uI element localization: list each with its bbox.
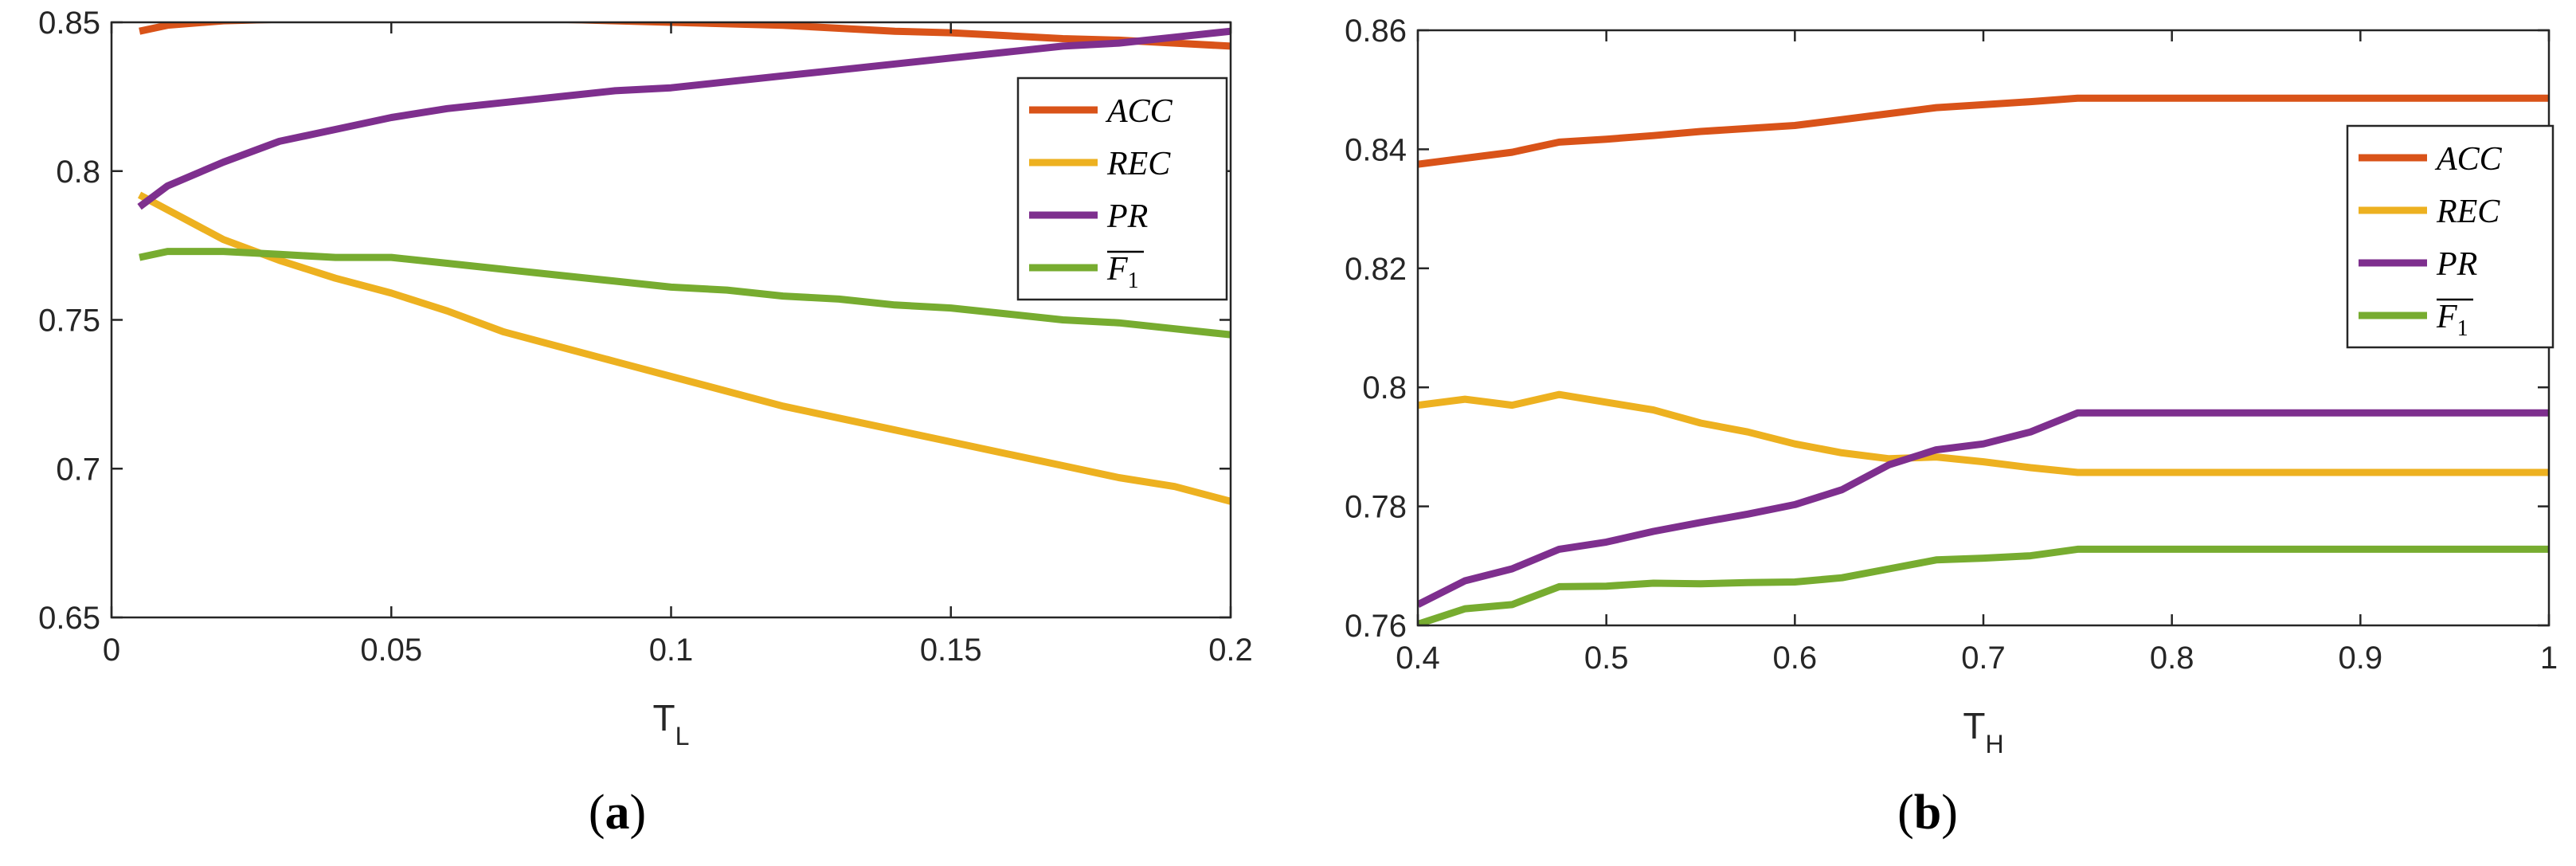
series-line-rec [137, 191, 1231, 505]
legend-label-main: REC [2436, 194, 2500, 230]
legend-label-pr: PR [2436, 246, 2477, 283]
subfigure-caption: (b) [1897, 786, 1958, 840]
x-tick-label: 0.2 [1208, 633, 1253, 668]
caption-letter: b [1914, 786, 1941, 840]
legend-label-main: F [1106, 251, 1128, 288]
x-axis-label-sub: H [1986, 730, 2004, 758]
x-axis-label: TL [653, 697, 690, 750]
caption-paren-open: ( [1897, 786, 1914, 840]
x-tick-label: 0.4 [1396, 641, 1440, 676]
legend-label-main: ACC [1105, 93, 1173, 130]
legend-box [1016, 76, 1228, 301]
y-tick-label: 0.75 [38, 304, 100, 339]
legend-label-acc: ACC [2434, 141, 2503, 178]
series-group [1418, 94, 2549, 625]
y-tick-label: 0.8 [1362, 370, 1407, 406]
x-tick-label: 1 [2540, 641, 2558, 676]
legend-box [2346, 124, 2554, 349]
x-tick-label: 0.7 [1961, 641, 2006, 676]
legend-label-main: PR [2436, 246, 2477, 283]
legend-label-f1: F1 [1106, 251, 1139, 293]
y-tick-label: 0.76 [1345, 609, 1407, 644]
y-tick-label: 0.8 [56, 155, 100, 190]
legend: ACC REC PR F1 [2346, 124, 2554, 349]
series-line-rec [1418, 390, 2549, 476]
legend-label-f1: F1 [2436, 299, 2468, 341]
x-tick-label: 0.8 [2150, 641, 2194, 676]
x-tick-label: 0.9 [2339, 641, 2383, 676]
caption-letter: a [605, 786, 630, 840]
y-tick-label: 0.78 [1345, 490, 1407, 525]
y-tick-label: 0.65 [38, 601, 100, 636]
series-line-acc [1418, 94, 2549, 168]
y-tick-label: 0.82 [1345, 252, 1407, 287]
caption-paren-close: ) [630, 786, 647, 840]
legend-label-sub: 1 [1128, 268, 1139, 293]
x-axis-label: TH [1963, 705, 2003, 758]
y-tick-label: 0.85 [38, 6, 100, 41]
x-tick-label: 0.05 [360, 633, 422, 668]
x-axis-label-main: T [1963, 705, 1985, 746]
legend-label-main: ACC [2434, 141, 2503, 178]
chart-a: 0 0.05 0.1 0.15 0.2 0.65 0.7 0.75 0.8 0.85 TL ACC RE… [38, 6, 1253, 840]
caption-paren-close: ) [1941, 786, 1958, 840]
legend-label-main: F [2436, 299, 2457, 335]
legend: ACC REC PR F1 [1016, 76, 1228, 301]
x-tick-label: 0.15 [920, 633, 982, 668]
chart-b: 0.4 0.5 0.6 0.7 0.8 0.9 1 0.76 0.78 0.8 0.82 0.84 0.… [1345, 14, 2558, 840]
legend-label-acc: ACC [1105, 93, 1173, 130]
legend-label-sub: 1 [2457, 316, 2468, 341]
series-group [137, 22, 1231, 505]
series-line-pr [1418, 409, 2549, 608]
subfigure-caption: (a) [589, 786, 646, 840]
legend-label-rec: REC [2436, 194, 2500, 230]
x-tick-label: 0.5 [1584, 641, 1629, 676]
y-tick-label: 0.86 [1345, 14, 1407, 49]
series-line-acc [139, 22, 1231, 50]
x-axis-label-main: T [653, 697, 675, 739]
y-tick-label: 0.7 [56, 452, 100, 487]
y-tick-label: 0.84 [1345, 132, 1407, 167]
legend-label-main: PR [1106, 198, 1148, 235]
legend-label-pr: PR [1106, 198, 1148, 235]
series-line-f1 [1418, 545, 2549, 625]
x-tick-label: 0.1 [649, 633, 694, 668]
x-axis-label-sub: L [675, 722, 690, 750]
legend-label-main: REC [1106, 146, 1171, 182]
x-tick-label: 0.6 [1773, 641, 1818, 676]
series-line-pr [137, 27, 1231, 210]
series-line-f1 [139, 248, 1231, 339]
caption-paren-open: ( [589, 786, 605, 840]
x-tick-label: 0 [103, 633, 120, 668]
legend-label-rec: REC [1106, 146, 1171, 182]
